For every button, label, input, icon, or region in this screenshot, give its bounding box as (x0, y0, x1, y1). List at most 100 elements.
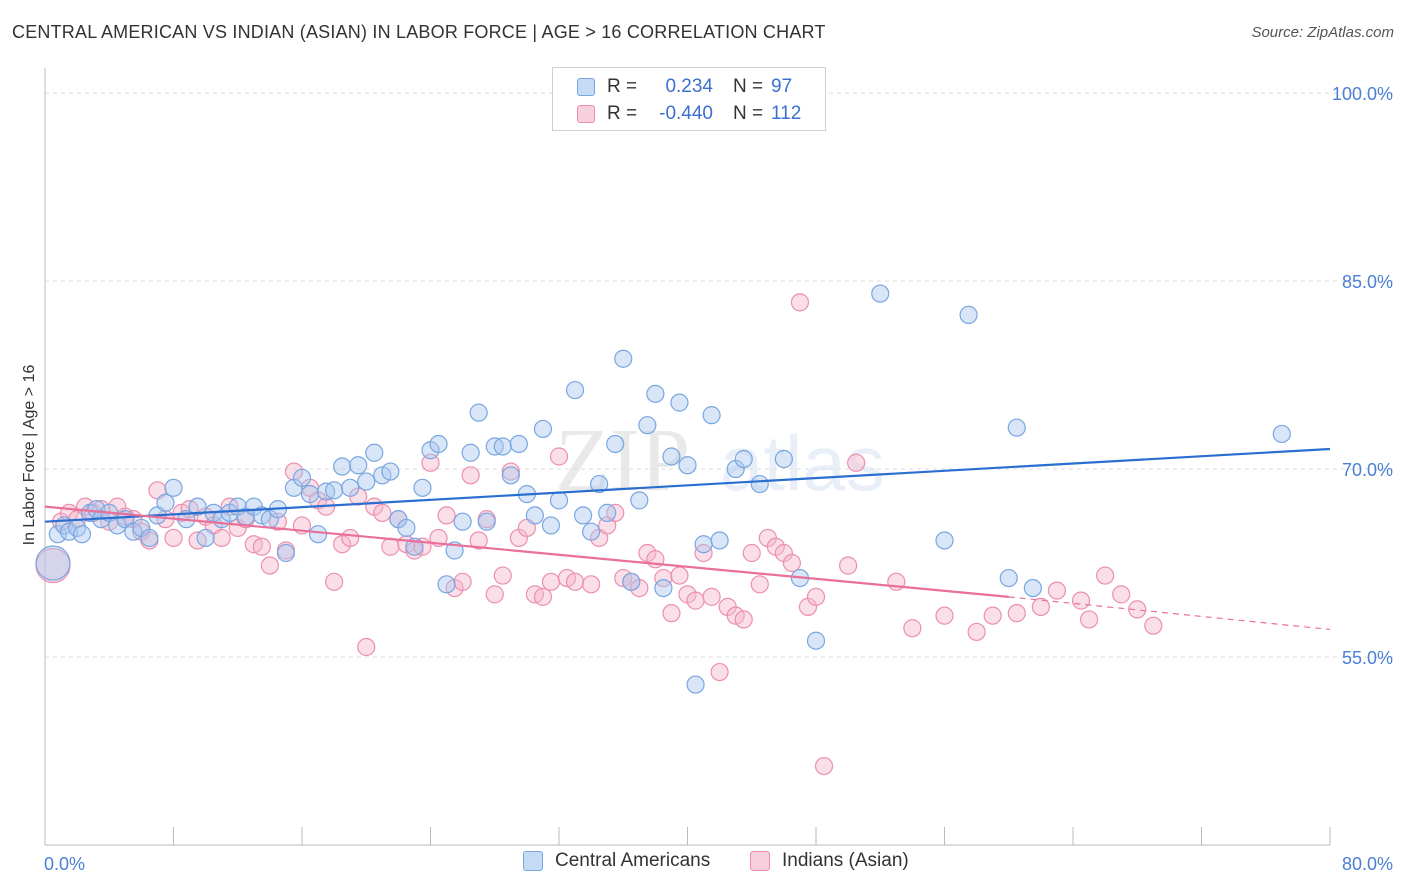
data-point (164, 528, 183, 548)
data-point (461, 443, 480, 462)
data-point (381, 537, 400, 556)
data-point (533, 587, 553, 606)
data-point (509, 434, 528, 454)
data-point (72, 525, 92, 544)
series-swatch-blue (523, 851, 543, 871)
series-legend-central-americans: Central Americans (523, 850, 710, 872)
data-point (421, 453, 440, 472)
data-point (614, 349, 633, 368)
data-point (999, 568, 1018, 588)
data-point (686, 675, 705, 694)
data-point (582, 575, 601, 594)
data-point (325, 481, 344, 500)
svg-text:atlas: atlas (720, 419, 885, 507)
data-point (1023, 578, 1042, 598)
y-tick-label: 55.0% (1342, 648, 1393, 668)
data-point (549, 447, 569, 466)
data-point (549, 491, 569, 510)
data-point (365, 443, 384, 462)
trend-line-indians-asian (44, 505, 1009, 598)
data-point (357, 637, 376, 657)
legend-n-value: 97 (771, 76, 793, 97)
data-point (1112, 585, 1131, 604)
data-point (806, 631, 826, 650)
data-point (196, 528, 215, 548)
data-point (469, 403, 488, 422)
data-point (565, 380, 585, 400)
data-point (381, 462, 400, 481)
data-point (638, 416, 657, 435)
data-point (453, 572, 472, 591)
data-point (541, 516, 561, 535)
data-point (839, 556, 858, 575)
data-point (734, 449, 753, 469)
legend-r-label: R = (607, 76, 638, 97)
data-point (485, 585, 504, 604)
data-point (734, 610, 753, 629)
data-point (694, 535, 713, 554)
legend-row-central-americans: R = 0.234 N = 97 (553, 74, 792, 100)
data-point (437, 506, 456, 525)
x-tick-label-min: 0.0% (44, 854, 85, 874)
data-point (686, 591, 705, 610)
svg-text:ZIP: ZIP (555, 411, 690, 510)
data-point (341, 478, 360, 497)
data-point (790, 293, 810, 312)
data-point (702, 406, 721, 425)
data-point (373, 503, 392, 522)
legend-swatch-blue (577, 78, 595, 96)
y-axis-label: In Labor Force | Age > 16 (21, 365, 38, 546)
data-point (750, 575, 769, 594)
data-point (541, 572, 561, 591)
data-point (156, 493, 175, 512)
data-point (35, 545, 71, 581)
legend-n-value: 112 (771, 103, 802, 124)
data-point (622, 572, 641, 591)
legend-r-value: -0.440 (659, 103, 713, 124)
data-point (814, 756, 834, 776)
data-point (325, 572, 344, 591)
data-point (501, 466, 520, 485)
gridlines (45, 92, 1393, 658)
data-point (935, 531, 954, 550)
data-point (469, 531, 488, 550)
data-point (493, 437, 512, 456)
data-point (397, 518, 416, 538)
series-swatch-pink (750, 851, 770, 871)
data-point (477, 512, 496, 531)
y-tick-label: 100.0% (1332, 84, 1393, 104)
legend-row-indians-asian: R = -0.440 N = 112 (553, 101, 801, 127)
legend-r-label: R = (607, 103, 638, 124)
y-tick-label: 85.0% (1342, 272, 1393, 292)
legend-n-label: N = (733, 103, 764, 124)
data-point (983, 606, 1002, 625)
x-tick-label-max: 80.0% (1342, 854, 1393, 874)
data-point (662, 447, 681, 466)
data-point (437, 575, 456, 594)
data-point (308, 525, 328, 544)
series-legend-label: Indians (Asian) (782, 850, 909, 871)
data-point (606, 434, 625, 454)
legend-n-label: N = (733, 76, 764, 97)
data-point (967, 622, 986, 642)
data-point (710, 531, 729, 550)
data-point (565, 572, 585, 591)
watermark: ZIP atlas (555, 411, 885, 510)
trend-line-indians-asian-extension (1008, 596, 1331, 631)
x-axis-ticks (173, 827, 1331, 845)
source-credit: Source: ZipAtlas.com (1251, 24, 1394, 41)
data-point (710, 662, 729, 682)
data-point (188, 497, 207, 516)
data-point (341, 528, 360, 548)
data-point (742, 543, 761, 563)
data-point (164, 478, 183, 497)
data-point (598, 503, 617, 522)
data-point (300, 484, 320, 504)
data-point (453, 512, 472, 531)
legend-swatch-pink (577, 105, 595, 123)
data-point (806, 587, 826, 606)
data-point (260, 556, 279, 575)
data-point (533, 419, 553, 439)
data-point (413, 478, 432, 497)
